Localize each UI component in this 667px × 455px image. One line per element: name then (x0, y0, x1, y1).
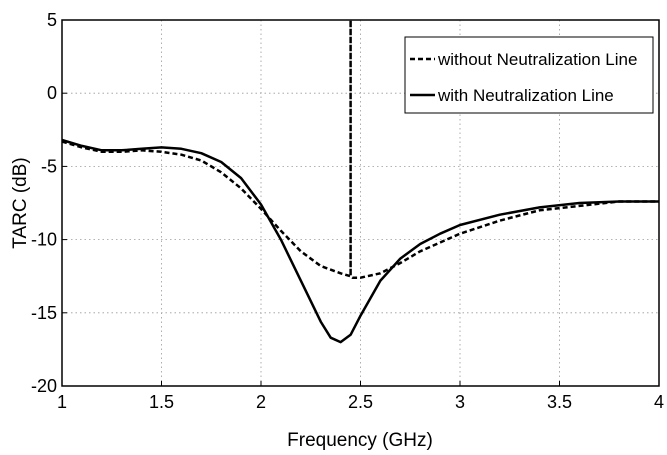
x-tick-label: 1 (57, 392, 67, 412)
x-axis-title: Frequency (GHz) (287, 430, 433, 451)
y-axis-title: TARC (dB) (10, 157, 31, 248)
x-tick-label: 2 (256, 392, 266, 412)
y-tick-label: 5 (47, 10, 57, 30)
y-tick-label: -10 (31, 230, 57, 250)
legend-label-with: with Neutralization Line (437, 86, 614, 105)
x-tick-label: 3.5 (547, 392, 572, 412)
x-tick-label: 3 (455, 392, 465, 412)
y-tick-label: -5 (41, 156, 57, 176)
x-tick-label: 4 (654, 392, 664, 412)
x-tick-label: 2.5 (348, 392, 373, 412)
legend-label-without: without Neutralization Line (437, 50, 637, 69)
y-tick-label: 0 (47, 83, 57, 103)
legend: without Neutralization Line with Neutral… (405, 37, 653, 113)
x-tick-label: 1.5 (149, 392, 174, 412)
y-tick-label: -15 (31, 303, 57, 323)
y-tick-label: -20 (31, 376, 57, 396)
